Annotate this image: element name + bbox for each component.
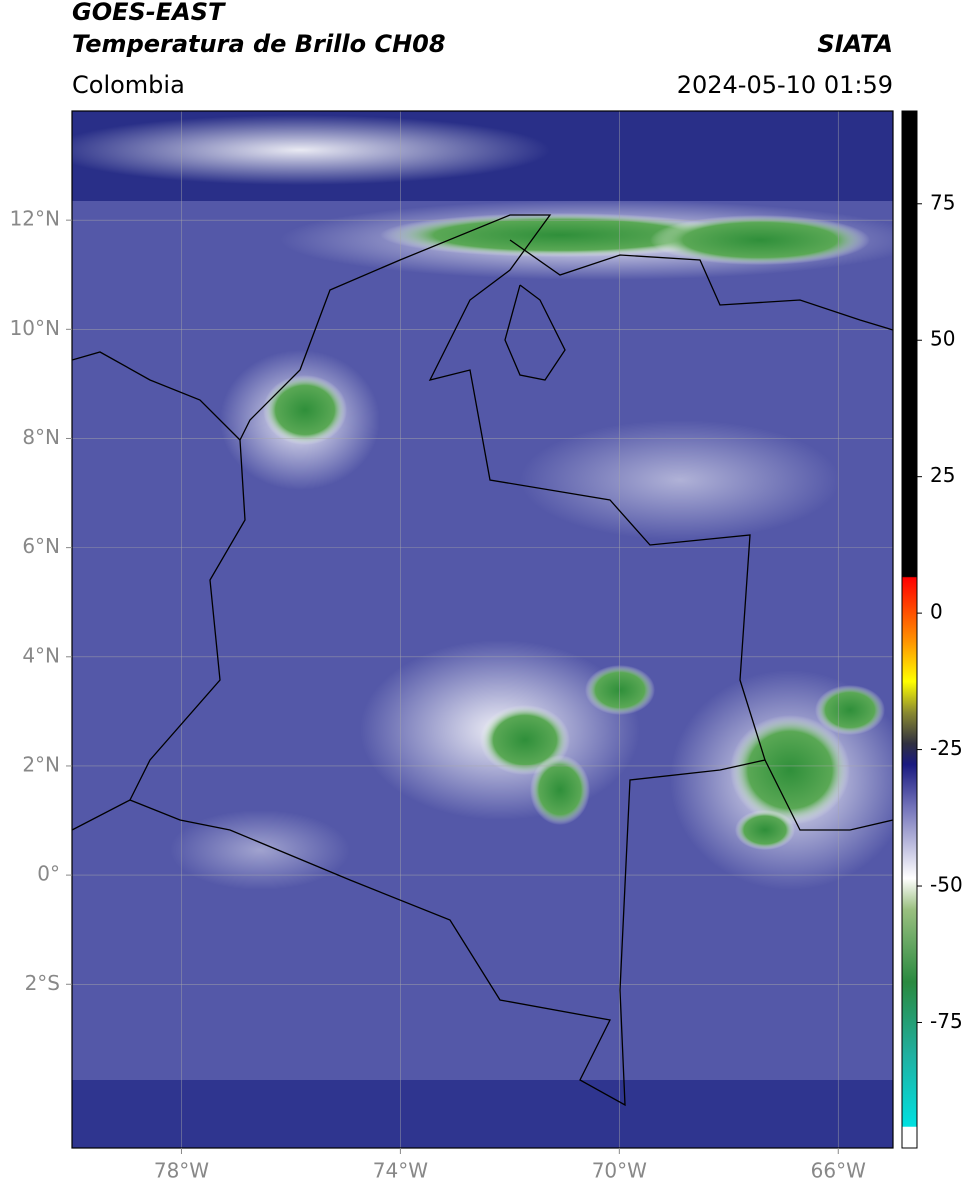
cold-cloud xyxy=(585,665,655,715)
dark-band xyxy=(72,1080,893,1148)
cloud xyxy=(170,810,350,890)
cold-cloud xyxy=(530,755,590,825)
map-image xyxy=(72,111,893,1148)
cold-cloud xyxy=(380,213,740,257)
colorbar-tick-label: 25 xyxy=(930,463,955,487)
cold-cloud xyxy=(730,715,850,825)
y-tick-label: 2°N xyxy=(22,752,60,776)
region: Colombia xyxy=(72,71,185,99)
cold-cloud xyxy=(735,810,795,850)
cold-cloud xyxy=(650,215,870,265)
cold-cloud xyxy=(263,375,347,445)
grid xyxy=(72,111,893,1148)
coastline xyxy=(509,239,893,331)
x-tick-label: 74°W xyxy=(373,1159,428,1183)
title: GOES-EAST xyxy=(72,0,226,26)
y-tick-label: 10°N xyxy=(10,316,60,340)
y-tick-label: 2°S xyxy=(25,971,60,995)
coastline xyxy=(72,351,241,441)
y-tick-label: 12°N xyxy=(10,207,60,231)
cloud xyxy=(72,115,550,185)
colorbar-tick-label: 75 xyxy=(930,190,955,214)
y-tick-label: 4°N xyxy=(22,643,60,667)
colorbar-tick-label: -75 xyxy=(930,1009,963,1033)
coastline xyxy=(72,799,131,831)
datetime: 2024-05-10 01:59 xyxy=(677,71,893,99)
colorbar-tick-label: -25 xyxy=(930,736,963,760)
map-background xyxy=(72,111,893,1148)
x-tick-label: 78°W xyxy=(154,1159,209,1183)
cold-cloud xyxy=(815,685,885,735)
x-tick-label: 66°W xyxy=(811,1159,866,1183)
colorbar-tick-label: -50 xyxy=(930,873,963,897)
y-tick-label: 6°N xyxy=(22,534,60,558)
colorbar-tick-label: 0 xyxy=(930,600,943,624)
country-border xyxy=(129,214,766,1107)
colorbar-tick-label: 50 xyxy=(930,327,955,351)
country-border xyxy=(764,759,893,831)
map-frame xyxy=(71,110,894,1149)
source: SIATA xyxy=(817,30,893,58)
cloud xyxy=(520,420,840,540)
y-tick-label: 8°N xyxy=(22,425,60,449)
subtitle: Temperatura de Brillo CH08 xyxy=(72,30,446,58)
colorbar xyxy=(901,110,918,1149)
x-tick-label: 70°W xyxy=(592,1159,647,1183)
y-tick-label: 0° xyxy=(37,862,60,886)
cold-cloud xyxy=(480,705,570,775)
lake-shore xyxy=(504,284,566,381)
